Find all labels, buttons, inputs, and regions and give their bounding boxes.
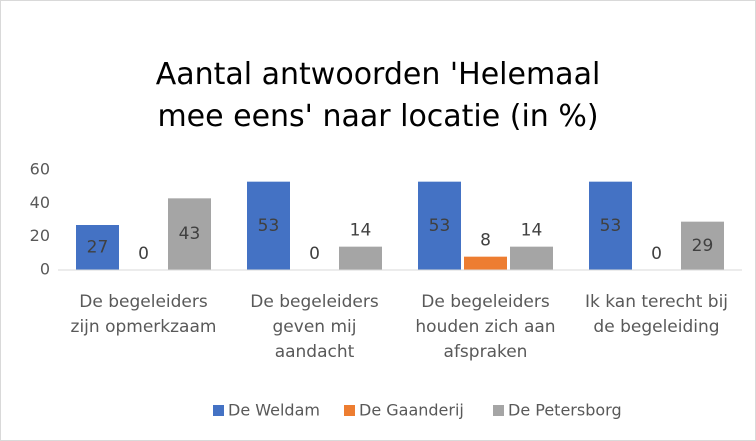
y-tick-label: 0: [40, 260, 50, 279]
bar: [681, 221, 724, 270]
x-tick-label: Ik kan terecht bij de begeleiding: [585, 292, 728, 337]
data-label: 14: [521, 221, 543, 241]
bar: [247, 181, 290, 270]
chart-title: Aantal antwoorden 'Helemaal mee eens' naa…: [156, 57, 601, 134]
bar: [464, 256, 507, 270]
x-tick-label: De begeleiders geven mij aandacht: [250, 292, 379, 362]
x-tick-label: De begeleiders houden zich aan afspraken: [415, 292, 555, 362]
legend-label: De Gaanderij: [359, 401, 464, 420]
data-label: 0: [138, 244, 149, 264]
legend-label: De Weldam: [228, 401, 320, 420]
data-label: 53: [258, 216, 280, 236]
data-label: 29: [692, 236, 714, 256]
bar: [418, 181, 461, 270]
data-label: 0: [309, 244, 320, 264]
x-tick-label: De begeleiders zijn opmerkzaam: [71, 292, 217, 337]
legend-swatch: [493, 405, 504, 416]
data-label: 27: [87, 238, 109, 258]
bar: [589, 181, 632, 270]
legend-label: De Petersborg: [508, 401, 622, 420]
data-label: 8: [480, 231, 491, 251]
bar: [339, 246, 382, 270]
data-label: 53: [600, 216, 622, 236]
bar: [76, 225, 119, 270]
legend-swatch: [213, 405, 224, 416]
y-tick-label: 40: [30, 193, 50, 212]
data-label: 43: [179, 224, 201, 244]
bar: [168, 198, 211, 270]
bar: [510, 246, 553, 270]
data-label: 0: [651, 244, 662, 264]
y-tick-label: 20: [30, 226, 50, 245]
data-label: 53: [429, 216, 451, 236]
data-label: 14: [350, 221, 372, 241]
legend-swatch: [344, 405, 355, 416]
y-tick-label: 60: [30, 160, 50, 179]
